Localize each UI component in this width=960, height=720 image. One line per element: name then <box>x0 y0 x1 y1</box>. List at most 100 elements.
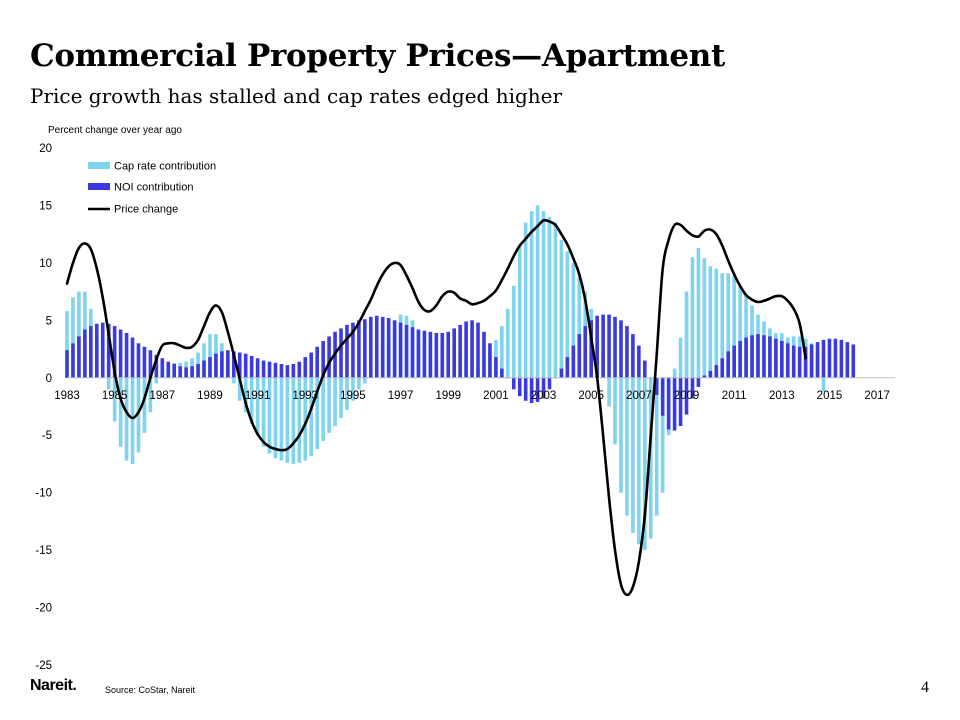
noi-bar <box>190 366 194 378</box>
cap-rate-bar <box>154 377 159 384</box>
cap-rate-bar <box>732 275 736 378</box>
noi-bar <box>124 332 129 378</box>
noi-bar <box>106 323 111 378</box>
noi-bar <box>571 345 576 378</box>
cap-rate-bar <box>696 247 701 378</box>
cap-rate-bar <box>237 377 242 401</box>
cap-rate-bar <box>130 377 135 464</box>
cap-rate-bar <box>684 291 689 378</box>
y-axis-label: Percent change over year ago <box>48 125 182 136</box>
cap-rate-bar <box>285 377 290 463</box>
noi-bar <box>303 357 308 378</box>
noi-bar <box>202 360 206 378</box>
y-tick-label: 5 <box>46 315 52 327</box>
source-note: Source: CoStar, Nareit <box>105 685 196 695</box>
noi-bar <box>374 315 379 378</box>
cap-rate-bar <box>523 222 528 378</box>
noi-bar <box>589 320 594 378</box>
noi-bar <box>643 360 647 378</box>
noi-bar <box>595 315 599 378</box>
noi-bar <box>434 332 439 378</box>
noi-bar <box>208 357 212 378</box>
noi-bar <box>696 377 701 387</box>
noi-bar <box>476 322 480 378</box>
cap-rate-bar <box>506 308 510 378</box>
y-tick-label: 20 <box>39 143 52 155</box>
noi-bar <box>231 351 236 378</box>
cap-rate-bar <box>261 377 266 447</box>
noi-bar <box>196 363 200 378</box>
noi-bar <box>178 366 182 378</box>
noi-bar <box>315 346 319 378</box>
noi-bar <box>142 346 147 378</box>
cap-rate-bar <box>339 377 343 418</box>
noi-bar <box>452 328 456 378</box>
x-tick-label: 2003 <box>531 390 557 402</box>
cap-rate-bar <box>231 377 236 384</box>
cap-rate-bar <box>565 251 570 378</box>
cap-rate-bar <box>631 377 635 533</box>
cap-rate-bar <box>351 377 355 401</box>
noi-bar <box>404 324 409 378</box>
cap-rate-bar <box>249 377 254 424</box>
legend-label-cap-rate: Cap rate contribution <box>114 161 216 173</box>
noi-bar <box>410 327 415 378</box>
cap-rate-bar <box>613 377 617 445</box>
cap-rate-bar <box>619 377 623 493</box>
y-tick-label: 0 <box>46 373 52 385</box>
cap-rate-bar <box>672 368 677 378</box>
cap-rate-bar <box>744 295 748 378</box>
noi-bar <box>845 342 850 378</box>
noi-bar <box>321 341 325 378</box>
x-tick-label: 2015 <box>817 390 843 402</box>
legend-swatch-cap-rate <box>88 162 110 169</box>
x-tick-label: 1987 <box>150 390 176 402</box>
noi-bar <box>851 344 856 378</box>
noi-bar <box>488 343 492 378</box>
x-tick-label: 1999 <box>435 390 461 402</box>
legend-label-noi: NOI contribution <box>114 182 193 194</box>
noi-bar <box>458 324 462 378</box>
noi-bar <box>619 320 623 378</box>
cap-rate-bar <box>559 239 564 378</box>
cap-rate-bar <box>148 377 153 413</box>
y-tick-label: 10 <box>39 258 52 270</box>
noi-bar <box>482 331 486 378</box>
cap-rate-bar <box>500 326 504 378</box>
noi-bar <box>89 326 93 378</box>
noi-bar <box>714 365 719 378</box>
noi-bar <box>666 377 671 430</box>
noi-bar <box>523 377 528 401</box>
noi-bar <box>720 358 725 378</box>
noi-bar <box>112 326 117 378</box>
x-tick-label: 1991 <box>245 390 271 402</box>
cap-rate-bar <box>726 273 731 378</box>
cap-rate-bar <box>255 377 260 436</box>
noi-bar <box>416 329 421 378</box>
cap-rate-bar <box>702 258 707 378</box>
noi-bar <box>517 377 522 397</box>
slide-subtitle: Price growth has stalled and cap rates e… <box>30 84 563 108</box>
noi-bar <box>130 337 135 378</box>
noi-bar <box>613 316 617 378</box>
x-tick-label: 1997 <box>388 390 414 402</box>
noi-bar <box>273 362 278 378</box>
noi-bar <box>309 352 314 378</box>
noi-bar <box>243 353 248 378</box>
noi-bar <box>363 319 367 378</box>
cap-rate-bar <box>637 377 641 545</box>
x-tick-label: 2001 <box>483 390 509 402</box>
noi-bar <box>821 339 826 378</box>
noi-bar <box>809 344 814 378</box>
noi-bar <box>237 352 242 378</box>
cap-rate-bar <box>309 377 314 456</box>
noi-bar <box>71 343 75 378</box>
noi-bar <box>285 365 290 378</box>
noi-bar <box>541 377 546 399</box>
noi-bar <box>261 360 266 378</box>
noi-bar <box>756 334 760 378</box>
noi-bar <box>100 322 105 378</box>
y-tick-label: -25 <box>35 660 52 672</box>
y-tick-label: -15 <box>35 545 52 557</box>
noi-bar <box>214 353 218 378</box>
